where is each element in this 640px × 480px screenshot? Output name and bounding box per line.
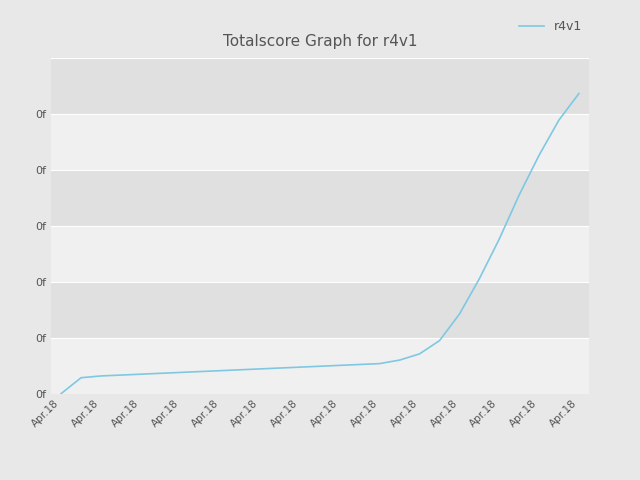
r4v1: [97, 373, 105, 379]
r4v1: [535, 153, 543, 158]
r4v1: [436, 338, 444, 344]
Bar: [51, 282, 589, 337]
Bar: [51, 58, 589, 114]
Legend: r4v1: r4v1: [519, 20, 582, 33]
r4v1: [237, 367, 244, 372]
Bar: [51, 169, 589, 226]
r4v1: [456, 312, 463, 317]
r4v1: [495, 236, 503, 242]
r4v1: [376, 361, 383, 367]
r4v1: [336, 362, 344, 368]
r4v1: [416, 351, 424, 357]
r4v1: [476, 276, 483, 282]
r4v1: [396, 357, 403, 363]
r4v1: [117, 372, 125, 378]
r4v1: [137, 372, 145, 377]
r4v1: [296, 364, 304, 370]
r4v1: [77, 375, 85, 381]
r4v1: [276, 365, 284, 371]
r4v1: [196, 369, 204, 374]
Bar: [51, 114, 589, 169]
r4v1: [257, 366, 264, 372]
r4v1: [515, 192, 523, 198]
Title: Totalscore Graph for r4v1: Totalscore Graph for r4v1: [223, 35, 417, 49]
Bar: [51, 226, 589, 282]
r4v1: [177, 370, 184, 375]
r4v1: [58, 391, 65, 396]
r4v1: [575, 91, 582, 96]
r4v1: [157, 371, 164, 376]
r4v1: [316, 363, 324, 369]
r4v1: [356, 361, 364, 367]
r4v1: [555, 117, 563, 123]
Line: r4v1: r4v1: [61, 94, 579, 394]
r4v1: [216, 368, 224, 373]
Bar: [51, 337, 589, 394]
